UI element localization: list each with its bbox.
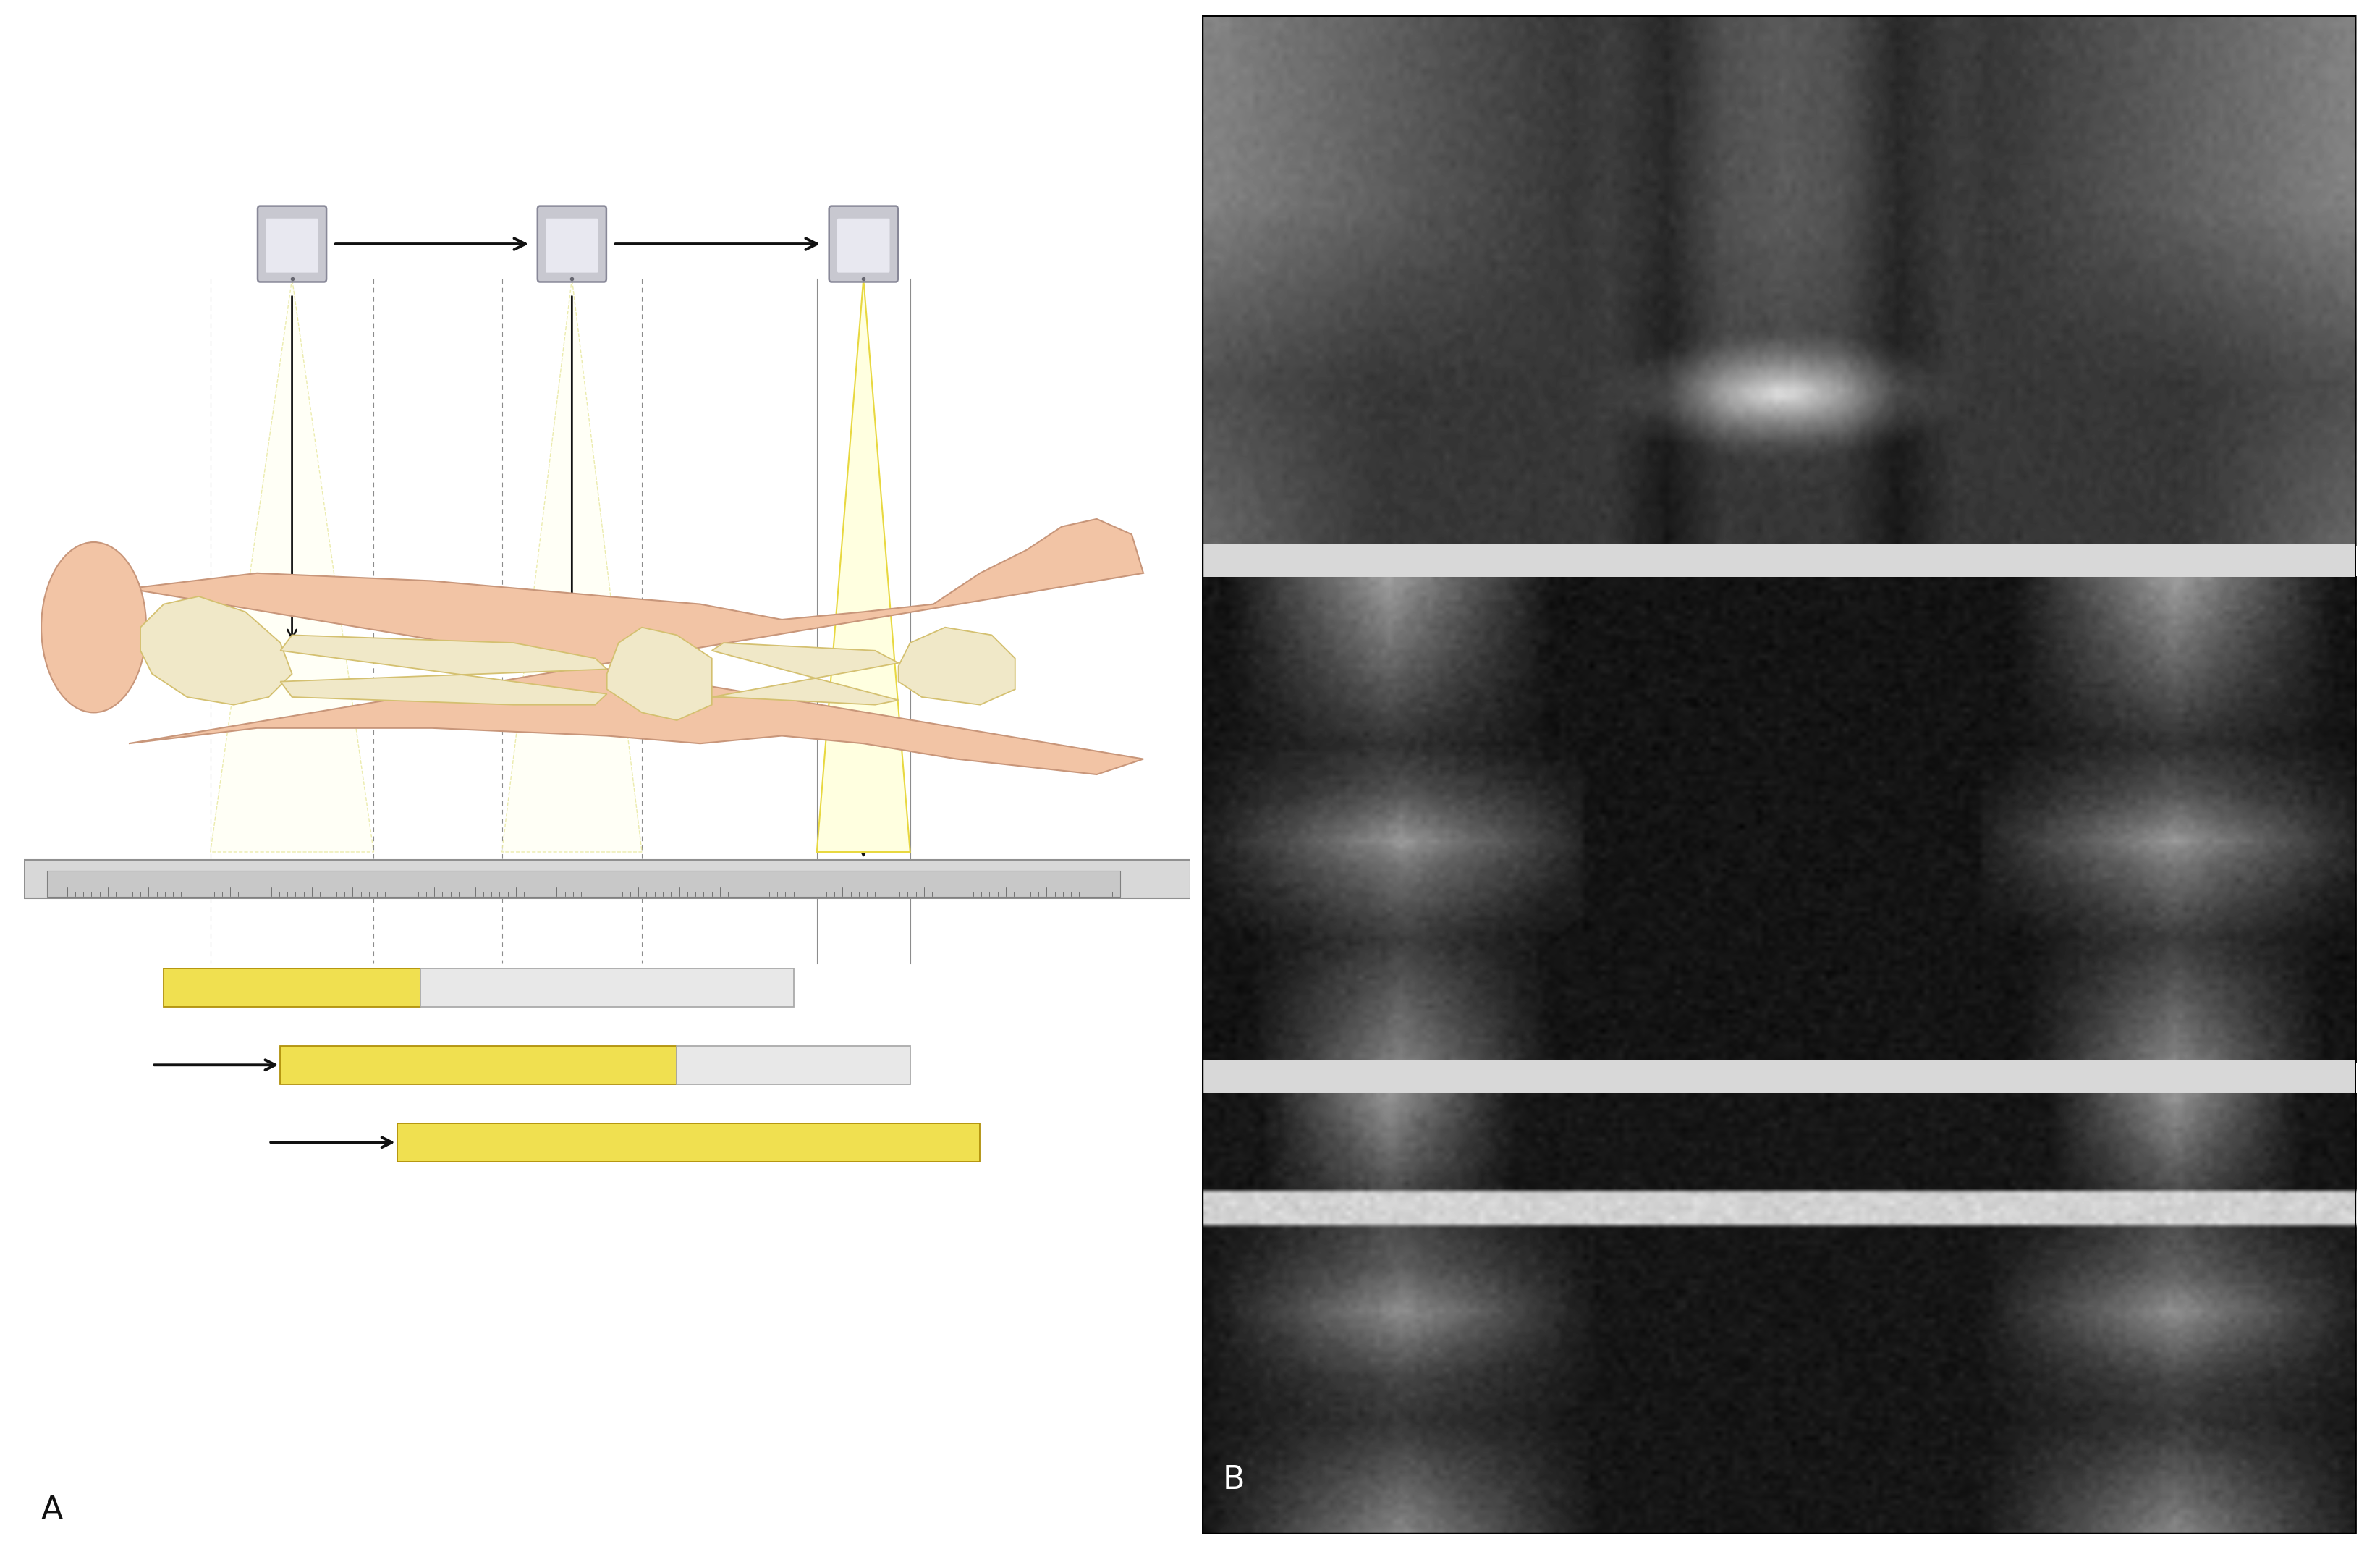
Polygon shape xyxy=(607,627,712,720)
FancyBboxPatch shape xyxy=(257,206,326,282)
Polygon shape xyxy=(816,279,909,852)
Bar xyxy=(281,1046,676,1084)
Bar xyxy=(397,1123,981,1162)
Polygon shape xyxy=(129,519,1142,774)
Bar xyxy=(1202,544,2356,578)
Polygon shape xyxy=(281,635,607,705)
Bar xyxy=(48,871,1121,897)
Polygon shape xyxy=(209,279,374,852)
FancyBboxPatch shape xyxy=(828,206,897,282)
Bar xyxy=(676,1046,909,1084)
Polygon shape xyxy=(900,627,1016,705)
Text: A: A xyxy=(40,1495,64,1526)
Ellipse shape xyxy=(40,542,145,713)
FancyBboxPatch shape xyxy=(838,218,890,273)
Polygon shape xyxy=(712,643,900,705)
Bar xyxy=(1202,1060,2356,1094)
Bar xyxy=(421,968,793,1007)
FancyBboxPatch shape xyxy=(545,218,597,273)
FancyBboxPatch shape xyxy=(538,206,607,282)
Bar xyxy=(24,860,1190,898)
Polygon shape xyxy=(140,596,293,705)
Polygon shape xyxy=(502,279,643,852)
Text: B: B xyxy=(1223,1464,1245,1496)
Bar xyxy=(164,968,421,1007)
FancyBboxPatch shape xyxy=(267,218,319,273)
